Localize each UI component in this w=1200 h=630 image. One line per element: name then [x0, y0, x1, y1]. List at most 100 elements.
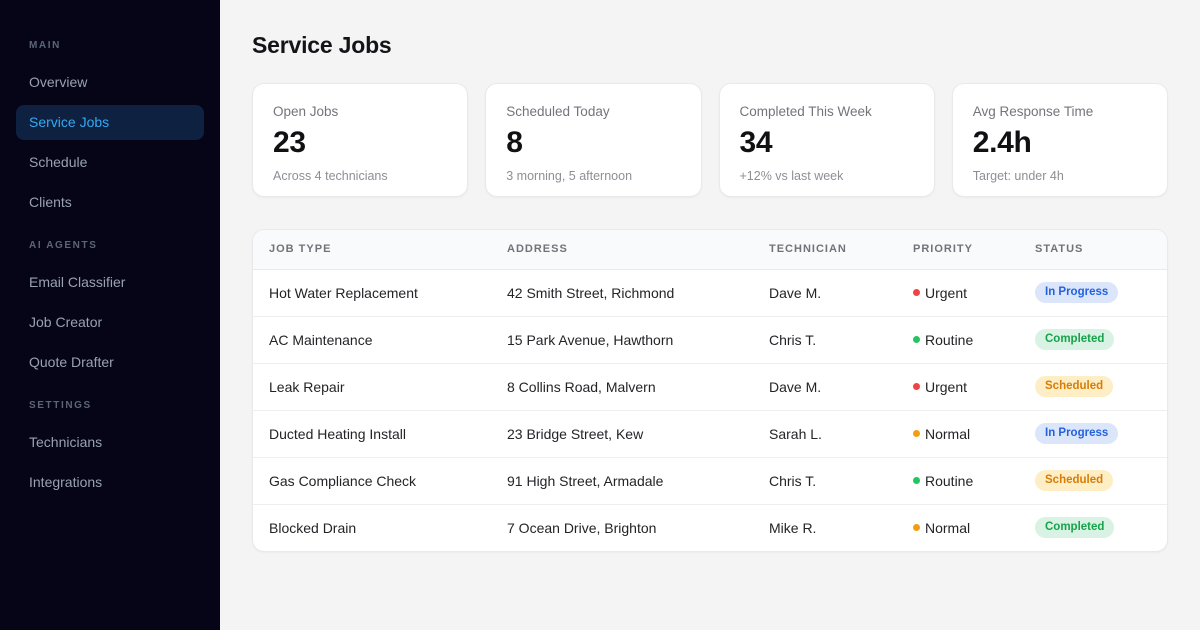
priority-label: Normal	[925, 425, 971, 442]
cell-address: 15 Park Avenue, Hawthorn	[491, 316, 753, 364]
main-content: Service Jobs Open Jobs 23 Across 4 techn…	[220, 0, 1200, 630]
page-title: Service Jobs	[252, 32, 392, 58]
stat-card-completed-this-week: Completed This Week 34 +12% vs last week	[718, 83, 935, 197]
sidebar-item-label: Email Classifier	[29, 274, 126, 290]
table-row[interactable]: Ducted Heating Install 23 Bridge Street,…	[253, 410, 1167, 458]
status-badge: Completed	[1035, 517, 1115, 539]
sidebar-section-label-settings: Settings	[29, 400, 92, 411]
cell-priority: Normal	[897, 410, 1019, 458]
status-badge: In Progress	[1035, 282, 1119, 303]
sidebar-section-label-ai-agents: AI Agents	[29, 240, 98, 251]
column-header-job-type: Job Type	[253, 230, 491, 270]
sidebar: Main Overview Service Jobs Schedule Clie…	[0, 0, 220, 630]
table-row[interactable]: Blocked Drain 7 Ocean Drive, Brighton Mi…	[253, 504, 1167, 551]
stat-label: Scheduled Today	[506, 104, 610, 119]
cell-priority: Routine	[897, 316, 1019, 364]
cell-technician: Sarah L.	[753, 410, 897, 458]
sidebar-item-label: Job Creator	[29, 314, 103, 330]
sidebar-item-schedule[interactable]: Schedule	[16, 145, 204, 180]
cell-job-type: Leak Repair	[253, 363, 491, 411]
sidebar-item-label: Clients	[29, 194, 72, 210]
priority-label: Urgent	[925, 378, 968, 395]
cell-job-type: Hot Water Replacement	[253, 269, 491, 317]
cell-status: Completed	[1019, 504, 1167, 551]
sidebar-item-service-jobs[interactable]: Service Jobs	[16, 104, 204, 140]
sidebar-item-technicians[interactable]: Technicians	[16, 425, 204, 460]
cell-status: Completed	[1019, 316, 1167, 364]
cell-priority: Urgent	[897, 269, 1019, 317]
column-header-status: Status	[1019, 230, 1167, 270]
priority-label: Urgent	[925, 284, 968, 301]
status-badge: Scheduled	[1035, 376, 1114, 397]
cell-address: 42 Smith Street, Richmond	[491, 269, 753, 317]
stat-subtext: Across 4 technicians	[273, 169, 388, 183]
cell-status: In Progress	[1019, 269, 1167, 317]
sidebar-section-ai-agents: AI Agents Email Classifier Job Creator Q…	[16, 240, 204, 382]
stat-value: 23	[273, 126, 306, 159]
stat-card-open-jobs: Open Jobs 23 Across 4 technicians	[252, 83, 469, 197]
cell-priority: Normal	[897, 504, 1019, 551]
cell-technician: Mike R.	[769, 519, 817, 536]
stat-subtext: Target: under 4h	[972, 169, 1064, 183]
cell-priority: Urgent	[897, 363, 1019, 411]
cell-technician: Chris T.	[753, 457, 897, 505]
priority-dot	[913, 289, 920, 296]
cell-address: 8 Collins Road, Malvern	[491, 363, 753, 411]
table-row[interactable]: Leak Repair 8 Collins Road, Malvern Dave…	[253, 363, 1167, 411]
priority-dot	[913, 336, 920, 343]
cell-job-type: Ducted Heating Install	[253, 410, 491, 458]
sidebar-section-label-main: Main	[29, 40, 61, 51]
sidebar-item-email-classifier[interactable]: Email Classifier	[16, 265, 204, 300]
cell-address: 23 Bridge Street, Kew	[491, 410, 753, 458]
stat-card-avg-response-time: Avg Response Time 2.4h Target: under 4h	[951, 83, 1168, 197]
sidebar-item-quote-drafter[interactable]: Quote Drafter	[16, 345, 204, 380]
cell-technician: Dave M.	[753, 269, 897, 317]
priority-label: Normal	[925, 519, 971, 536]
priority-dot	[913, 524, 920, 532]
cell-address: 7 Ocean Drive, Brighton	[507, 519, 657, 536]
cell-status: Scheduled	[1019, 363, 1167, 411]
stat-label: Completed This Week	[739, 104, 872, 119]
sidebar-item-label: Service Jobs	[29, 114, 110, 130]
status-badge: In Progress	[1035, 423, 1119, 444]
sidebar-item-label: Quote Drafter	[29, 354, 114, 370]
status-badge: Completed	[1035, 329, 1115, 350]
column-header-address: Address	[491, 230, 753, 270]
cell-status: Scheduled	[1019, 457, 1167, 505]
sidebar-section-settings: Settings Technicians Integrations	[16, 400, 204, 502]
stat-value: 34	[739, 126, 773, 159]
cell-address: 91 High Street, Armadale	[491, 457, 753, 505]
cell-priority: Routine	[897, 457, 1019, 505]
sidebar-item-clients[interactable]: Clients	[16, 185, 204, 220]
sidebar-item-label: Technicians	[29, 434, 103, 450]
column-header-technician: Technician	[753, 230, 897, 270]
stat-subtext: 3 morning, 5 afternoon	[506, 169, 633, 183]
sidebar-item-job-creator[interactable]: Job Creator	[16, 305, 204, 340]
sidebar-item-label: Schedule	[29, 154, 88, 170]
priority-dot	[913, 430, 920, 437]
sidebar-item-overview[interactable]: Overview	[16, 65, 204, 100]
sidebar-section-main: Main Overview Service Jobs Schedule Clie…	[16, 40, 204, 222]
jobs-table-card: Job Type Address Technician Priority Sta…	[252, 229, 1168, 552]
stat-label: Open Jobs	[273, 104, 339, 119]
cell-technician: Dave M.	[753, 363, 897, 411]
priority-label: Routine	[925, 331, 974, 348]
column-header-priority: Priority	[897, 230, 1019, 270]
table-row[interactable]: Hot Water Replacement 42 Smith Street, R…	[253, 269, 1167, 317]
sidebar-item-label: Integrations	[29, 474, 103, 490]
sidebar-item-integrations[interactable]: Integrations	[16, 465, 204, 500]
stat-value: 2.4h	[972, 126, 1032, 159]
table-row[interactable]: Gas Compliance Check 91 High Street, Arm…	[253, 457, 1167, 505]
cell-technician: Chris T.	[753, 316, 897, 364]
stat-value: 8	[506, 126, 523, 159]
stat-card-scheduled-today: Scheduled Today 8 3 morning, 5 afternoon	[485, 83, 702, 197]
jobs-table: Job Type Address Technician Priority Sta…	[253, 230, 1167, 551]
table-row[interactable]: AC Maintenance 15 Park Avenue, Hawthorn …	[253, 316, 1167, 364]
cell-job-type: Blocked Drain	[269, 519, 357, 536]
stat-cards-row: Open Jobs 23 Across 4 technicians Schedu…	[252, 83, 1168, 197]
cell-job-type: Gas Compliance Check	[253, 457, 491, 505]
stat-label: Avg Response Time	[972, 104, 1094, 119]
status-badge: Scheduled	[1035, 470, 1114, 491]
cell-status: In Progress	[1019, 410, 1167, 458]
